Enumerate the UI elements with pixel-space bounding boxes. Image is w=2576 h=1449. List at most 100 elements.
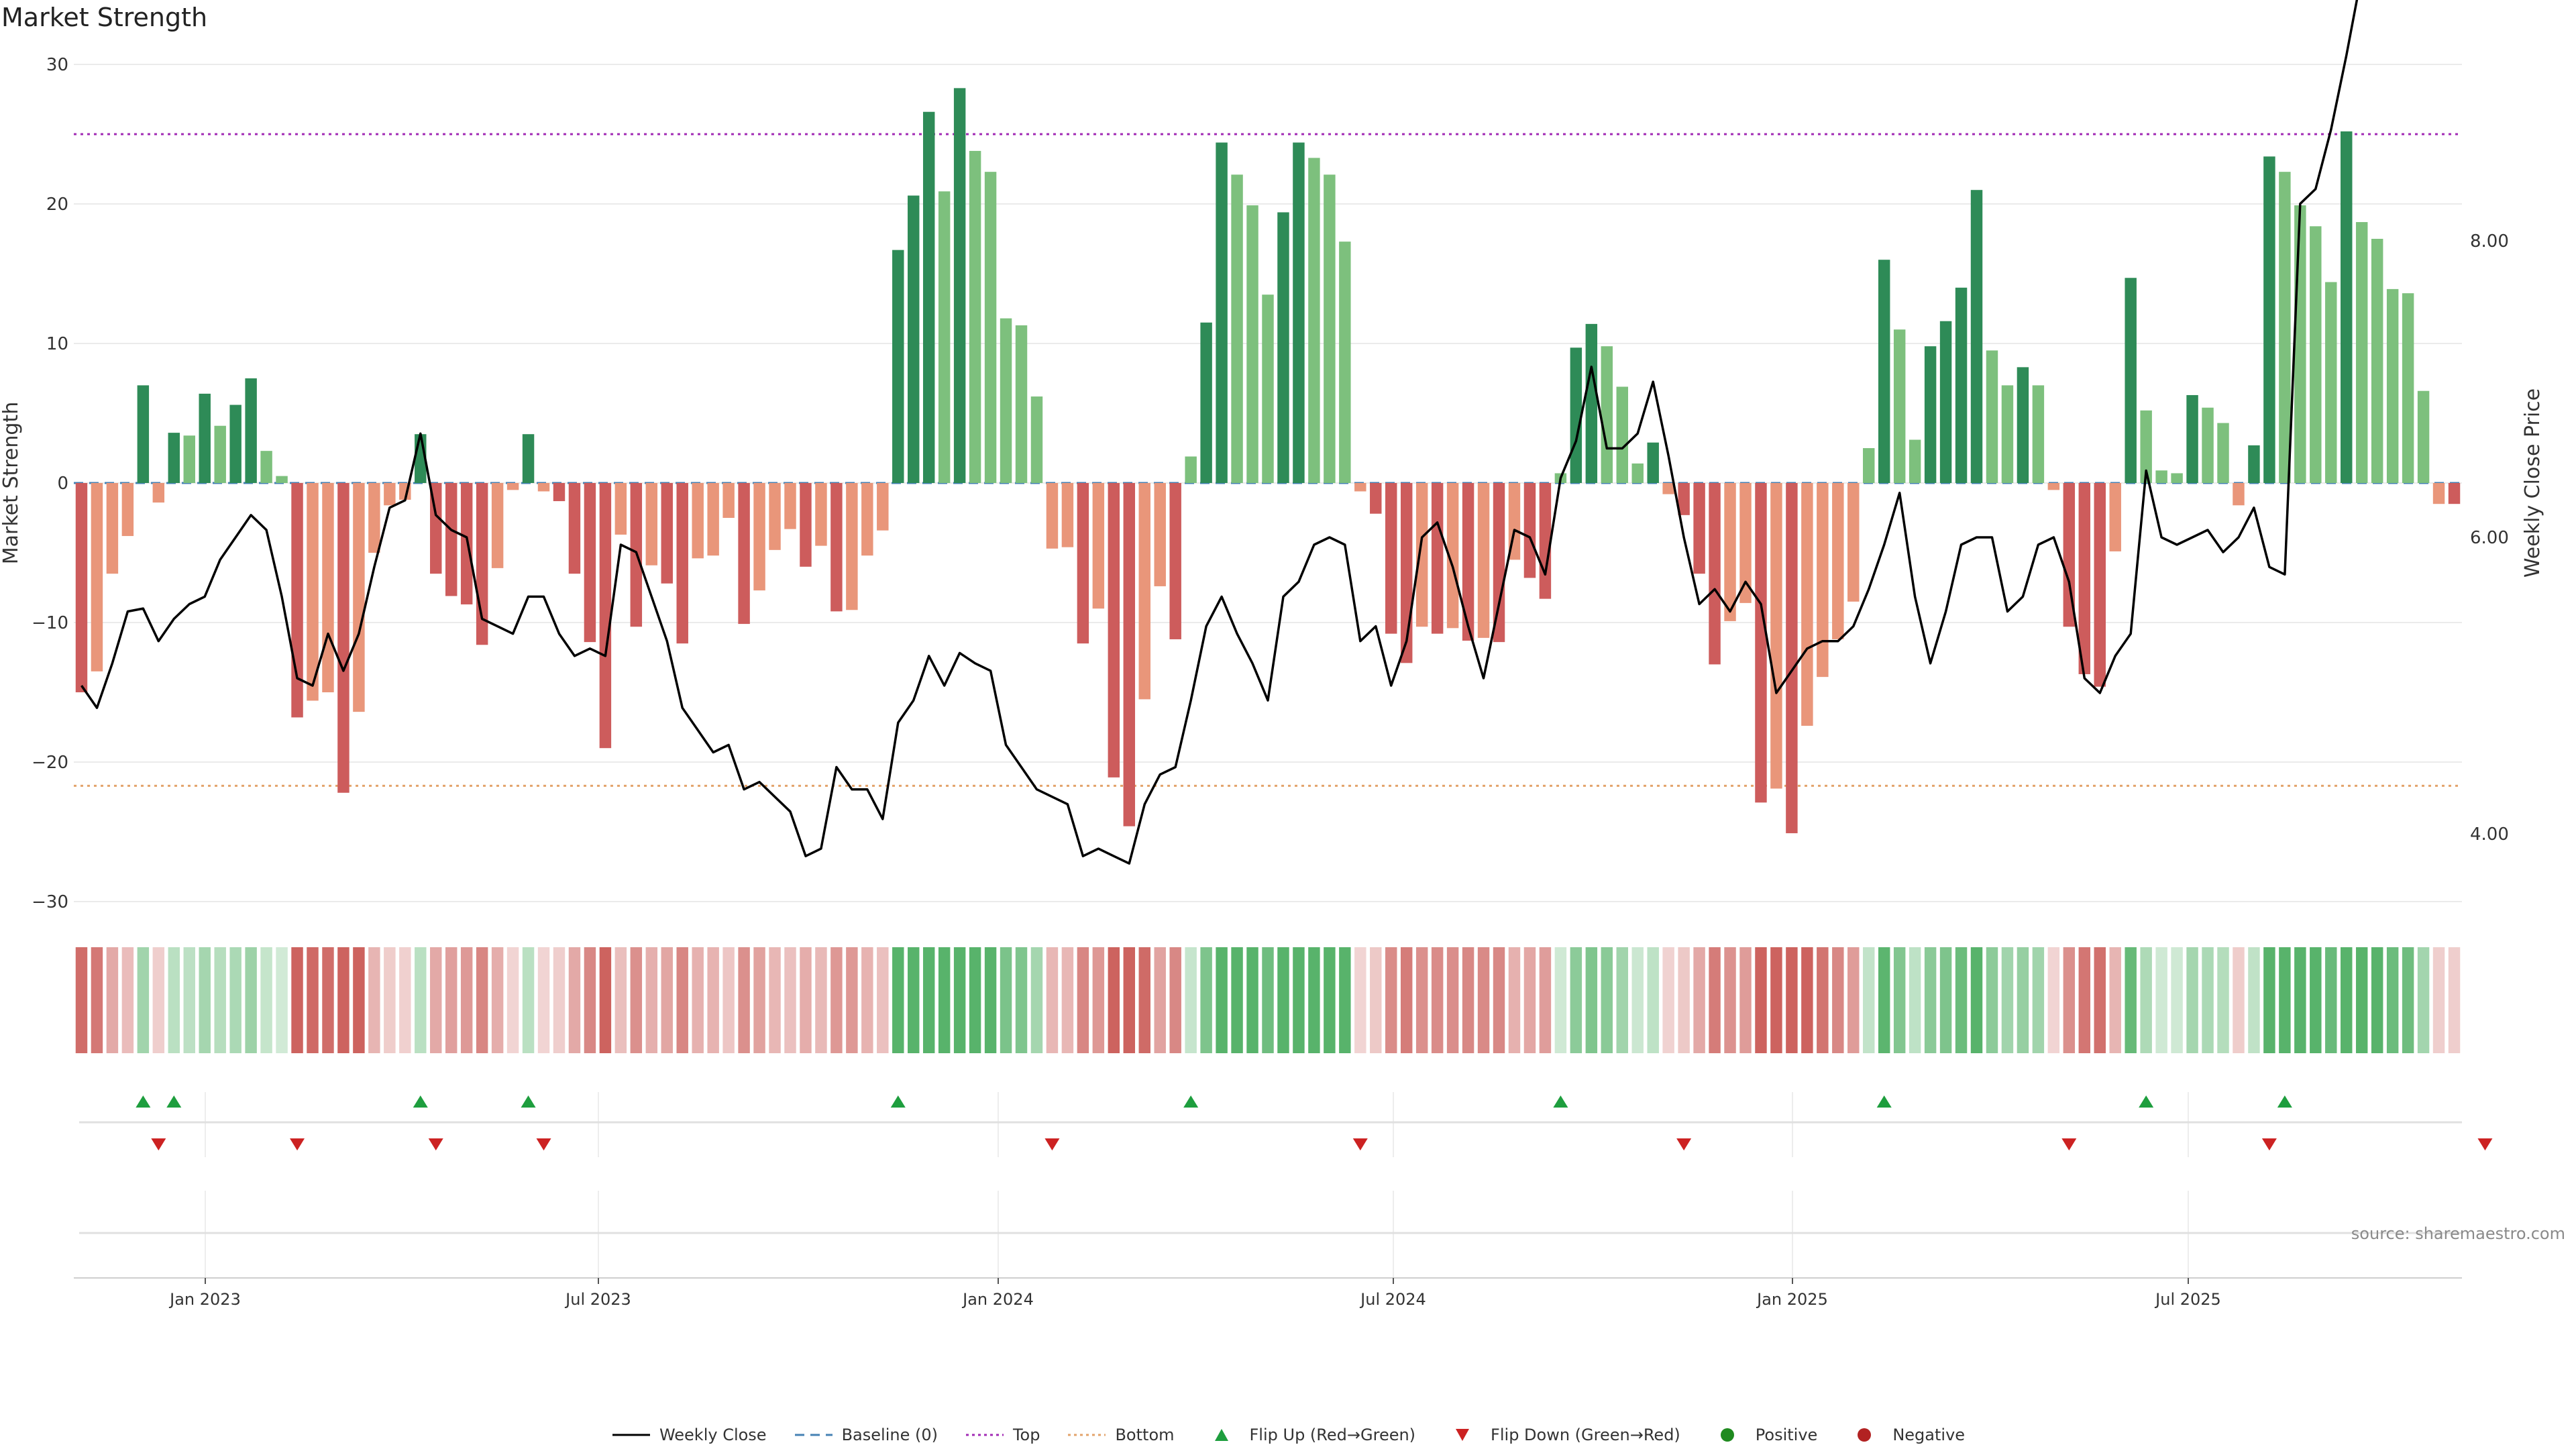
heat-cell — [1030, 947, 1043, 1053]
strength-bar — [2325, 282, 2337, 483]
legend-dotted-orange-icon — [1067, 1427, 1107, 1443]
strength-bars — [75, 88, 2461, 834]
heat-cell — [877, 947, 889, 1053]
strength-bar — [784, 483, 796, 529]
strength-bar — [2417, 390, 2430, 483]
strength-bar — [753, 483, 765, 591]
legend-dot-red-icon — [1844, 1427, 1884, 1443]
strength-bar — [707, 483, 719, 556]
heat-cell — [1462, 947, 1474, 1053]
strength-bar — [2432, 483, 2445, 504]
heat-cell — [1924, 947, 1937, 1053]
strength-bar — [1262, 294, 1274, 483]
heat-cell — [337, 947, 350, 1053]
strength-bar — [537, 483, 550, 492]
heat-cell — [830, 947, 843, 1053]
y-tick-label: −10 — [32, 613, 68, 633]
strength-bar — [2279, 172, 2291, 483]
strength-bar — [1030, 396, 1043, 483]
strength-bar — [75, 483, 88, 692]
heat-cell — [1863, 947, 1875, 1053]
flip-down-marker — [1352, 1138, 1368, 1150]
strength-bar — [553, 483, 566, 502]
strength-bar — [877, 483, 889, 531]
heat-cell — [322, 947, 334, 1053]
strength-bar — [384, 483, 396, 506]
y-tick-label: 20 — [46, 195, 68, 215]
heat-cell — [1970, 947, 1983, 1053]
heat-cell — [2109, 947, 2121, 1053]
strength-bar — [1739, 483, 1752, 603]
strength-bar — [2448, 483, 2461, 504]
heat-cell — [1770, 947, 1782, 1053]
strength-bar — [291, 483, 303, 718]
strength-bar — [1786, 483, 1798, 834]
strength-bar — [645, 483, 658, 566]
strength-bar — [1446, 483, 1459, 629]
strength-bar — [368, 483, 380, 553]
flip-up-marker — [1553, 1095, 1568, 1108]
strength-bar — [1277, 212, 1289, 483]
strength-bar — [1462, 483, 1474, 641]
heat-cell — [75, 947, 88, 1053]
heat-cell — [599, 947, 612, 1053]
heat-cell — [630, 947, 643, 1053]
x-tick-label: Jul 2024 — [1359, 1290, 1426, 1309]
strength-bar — [2017, 367, 2029, 483]
heat-cell — [353, 947, 365, 1053]
heat-cell — [645, 947, 658, 1053]
strength-bar — [106, 483, 119, 574]
heat-cell — [1277, 947, 1289, 1053]
strength-bar — [800, 483, 812, 567]
strength-bar — [1523, 483, 1536, 578]
heat-cell — [522, 947, 535, 1053]
heat-cell — [415, 947, 427, 1053]
legend-label: Bottom — [1115, 1426, 1175, 1444]
heat-cell — [1508, 947, 1521, 1053]
strength-bar — [1370, 483, 1382, 514]
strength-bar — [1924, 346, 1937, 483]
strength-bar — [1662, 483, 1674, 494]
legend-bottom: Bottom — [1067, 1426, 1175, 1444]
heat-cell — [892, 947, 904, 1053]
strength-bar — [2233, 483, 2245, 506]
strength-bar — [1293, 142, 1305, 484]
legend-flip-down: Flip Down (Green→Red) — [1442, 1426, 1680, 1444]
heat-cell — [2063, 947, 2076, 1053]
strength-bar — [91, 483, 103, 672]
legend-triangle-up-icon — [1201, 1427, 1242, 1443]
strength-bar — [2341, 131, 2353, 484]
heat-cell — [584, 947, 596, 1053]
strength-bar — [1415, 483, 1428, 627]
strength-bar — [1169, 483, 1181, 639]
legend: Weekly Close Baseline (0) Top Bottom Fli… — [0, 1426, 2576, 1444]
heat-cell — [2094, 947, 2106, 1053]
strength-bar — [2248, 445, 2260, 483]
heat-cell — [2448, 947, 2461, 1053]
heat-cell — [2047, 947, 2060, 1053]
heat-cell — [91, 947, 103, 1053]
strength-bar — [908, 195, 920, 483]
heat-cell — [938, 947, 951, 1053]
heat-cell — [753, 947, 765, 1053]
heat-cell — [2279, 947, 2291, 1053]
strength-bar — [1955, 287, 1968, 483]
strength-bar — [1477, 483, 1490, 638]
strength-bar — [584, 483, 596, 643]
strength-bar — [769, 483, 781, 550]
strength-bar — [1046, 483, 1059, 549]
strength-bar — [1847, 483, 1860, 602]
strength-bar — [1970, 190, 1983, 483]
heat-cell — [1046, 947, 1059, 1053]
strength-bar — [661, 483, 673, 584]
heat-cell — [476, 947, 488, 1053]
heat-cell — [722, 947, 735, 1053]
flip-down-marker — [2061, 1138, 2077, 1150]
strength-bar — [322, 483, 334, 692]
heat-cell — [276, 947, 288, 1053]
legend-baseline: Baseline (0) — [794, 1426, 938, 1444]
heat-cell — [969, 947, 981, 1053]
strength-bar — [2094, 483, 2106, 687]
heat-cell — [922, 947, 935, 1053]
strength-bar — [1539, 483, 1552, 599]
